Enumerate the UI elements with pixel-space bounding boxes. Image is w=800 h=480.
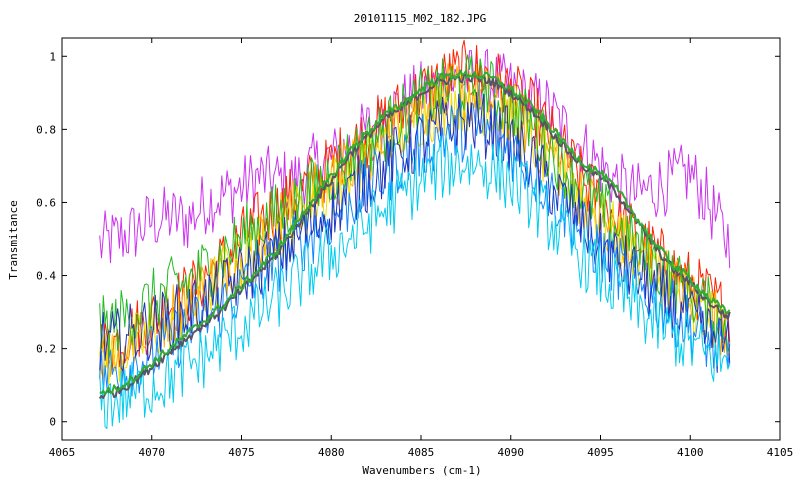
series-line (99, 91, 731, 373)
y-tick-label: 0.4 (36, 270, 56, 283)
x-tick-label: 4090 (498, 446, 525, 459)
series-line (99, 69, 731, 395)
x-tick-label: 4100 (677, 446, 704, 459)
y-tick-label: 1 (49, 50, 56, 63)
y-axis-ticks: 0 0.2 0.4 0.6 0.8 1 (36, 50, 780, 429)
x-tick-label: 4105 (767, 446, 794, 459)
x-tick-label: 4075 (228, 446, 255, 459)
y-tick-label: 0 (49, 416, 56, 429)
x-tick-label: 4095 (587, 446, 614, 459)
chart-title: 20101115_M02_182.JPG (354, 12, 486, 25)
y-tick-label: 0.6 (36, 196, 56, 209)
x-tick-label: 4065 (49, 446, 76, 459)
y-axis-label: Transmitance (7, 200, 20, 279)
plot-frame (61, 37, 781, 441)
x-tick-label: 4070 (139, 446, 166, 459)
series-line (99, 135, 731, 429)
x-axis-ticks: 4065 4070 4075 4080 4085 4090 4095 4100 4105 (49, 38, 794, 459)
y-tick-label: 0.8 (36, 123, 56, 136)
y-tick-label: 0.2 (36, 343, 56, 356)
plot-lines (98, 39, 731, 429)
x-tick-label: 4085 (408, 446, 435, 459)
x-tick-label: 4080 (318, 446, 345, 459)
x-axis-label: Wavenumbers (cm-1) (362, 464, 481, 477)
